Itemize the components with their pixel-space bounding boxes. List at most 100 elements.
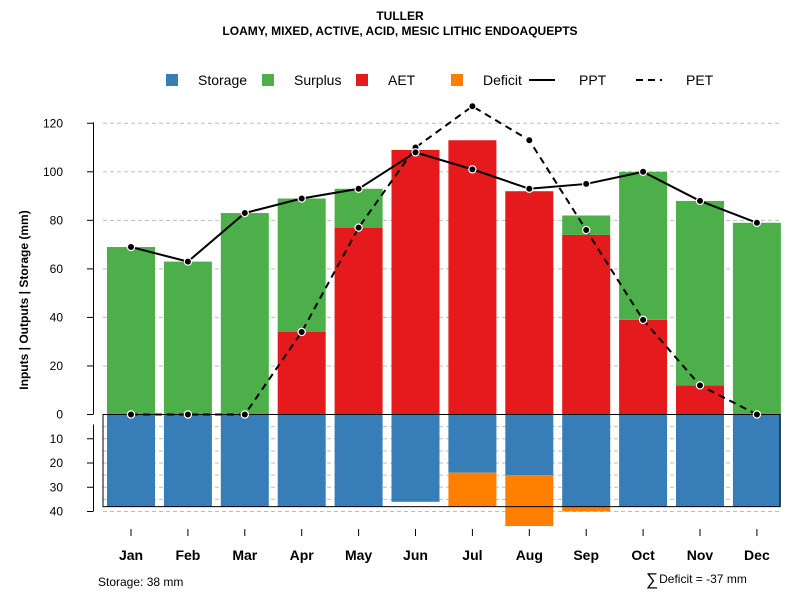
pet-point (297, 327, 306, 337)
storage-bar (562, 414, 611, 507)
storage-capacity-frame (102, 414, 781, 508)
bar-layer (107, 140, 781, 527)
ppt-point (354, 184, 363, 193)
pet-point (582, 225, 591, 235)
x-tick-label: Aug (516, 547, 543, 563)
x-tick-label: Jun (403, 547, 428, 563)
storage-bar (505, 414, 554, 476)
legend-label: Storage (198, 72, 247, 88)
x-tick-label: Dec (744, 547, 770, 563)
storage-bar (676, 414, 724, 507)
x-tick-label: May (345, 547, 372, 563)
deficit-bar (505, 475, 554, 527)
legend-swatch (356, 74, 368, 86)
deficit-note: ∑Deficit = -37 mm (646, 570, 747, 590)
storage-bar (391, 414, 440, 502)
y-tick-label: 120 (43, 116, 63, 130)
y-tick-label: 10 (50, 432, 64, 446)
legend-item-aet: AET (356, 72, 416, 88)
ppt-point (297, 194, 306, 203)
legend-swatch (451, 74, 463, 86)
legend-item-ppt: PPT (529, 72, 607, 88)
storage-bar (277, 414, 326, 507)
pet-point (240, 410, 249, 419)
pet-line (131, 105, 758, 416)
x-tick-label: Mar (232, 547, 257, 563)
x-tick-label: Jan (119, 547, 143, 563)
surplus-bar (107, 247, 155, 415)
storage-bar (619, 414, 668, 507)
surplus-bar (220, 213, 269, 415)
ppt-point (695, 196, 705, 206)
surplus-bar (676, 200, 724, 386)
y-tick-label: 100 (43, 165, 63, 179)
surplus-bar (562, 215, 611, 235)
storage-bar (107, 414, 155, 507)
deficit-bar (448, 472, 497, 507)
ppt-point (468, 165, 477, 174)
storage-bar (163, 414, 212, 507)
pet-point (354, 223, 363, 232)
grid-layer (103, 122, 780, 512)
deficit-bar (562, 506, 611, 512)
x-tick-label: Sep (573, 547, 599, 563)
ppt-point (582, 179, 591, 189)
aet-bar (562, 234, 611, 415)
surplus-bar (732, 222, 781, 415)
ppt-point (638, 167, 648, 176)
y-tick-label: 40 (50, 505, 64, 519)
aet-bar (391, 149, 440, 415)
aet-bar (505, 191, 554, 415)
pet-point (638, 315, 648, 325)
storage-bar (334, 414, 383, 507)
line-layer (126, 102, 762, 419)
legend-label: Deficit (483, 72, 522, 88)
aet-bar (277, 331, 326, 415)
pet-point (752, 410, 762, 419)
legend-item-pet: PET (636, 72, 714, 88)
surplus-bar (163, 261, 212, 415)
y-tick-label: 0 (56, 408, 63, 422)
surplus-bar (334, 188, 383, 228)
pet-point (695, 381, 705, 390)
pet-point (525, 136, 534, 145)
surplus-bar (619, 171, 668, 320)
y-tick-label: 20 (50, 456, 64, 470)
x-tick-label: Apr (290, 547, 315, 563)
legend-swatch (262, 74, 274, 86)
legend-item-surplus: Surplus (262, 72, 341, 88)
sum-symbol: ∑ (646, 570, 659, 589)
y-axis-label: Inputs | Outputs | Storage (mm) (17, 210, 31, 389)
y-tick-label: 80 (50, 213, 64, 227)
y-tick-label: 30 (50, 480, 64, 494)
storage-bar (220, 414, 269, 507)
axis-layer: 0 20 40 60 80 100 120 10 20 30 40 Inputs | Outputs … (17, 116, 781, 563)
y-tick-label: 40 (50, 310, 64, 324)
y-tick-label: 60 (50, 262, 64, 276)
storage-bar (732, 414, 781, 507)
legend-label: PPT (579, 72, 607, 88)
chart-subtitle: LOAMY, MIXED, ACTIVE, ACID, MESIC LITHIC… (222, 24, 578, 38)
surplus-bar (277, 198, 326, 332)
legend-label: PET (686, 72, 714, 88)
ppt-point (183, 257, 193, 266)
x-tick-label: Nov (687, 547, 714, 563)
legend: Storage Surplus AET Deficit PPT PET (166, 72, 714, 88)
legend-item-deficit: Deficit (451, 72, 522, 88)
aet-bar (676, 385, 724, 415)
aet-bar (619, 319, 668, 415)
x-tick-label: Feb (175, 547, 200, 563)
y-tick-label: 20 (50, 359, 64, 373)
storage-note: Storage: 38 mm (98, 575, 184, 589)
legend-swatch (166, 74, 178, 86)
ppt-point (240, 208, 249, 218)
aet-bar (448, 140, 497, 415)
x-tick-label: Oct (631, 547, 655, 563)
pet-point (468, 102, 477, 111)
pet-point (183, 410, 193, 419)
aet-bar (334, 227, 383, 415)
x-tick-label: Jul (462, 547, 482, 563)
legend-item-storage: Storage (166, 72, 247, 88)
ppt-point (525, 184, 534, 193)
legend-label: Surplus (294, 72, 341, 88)
